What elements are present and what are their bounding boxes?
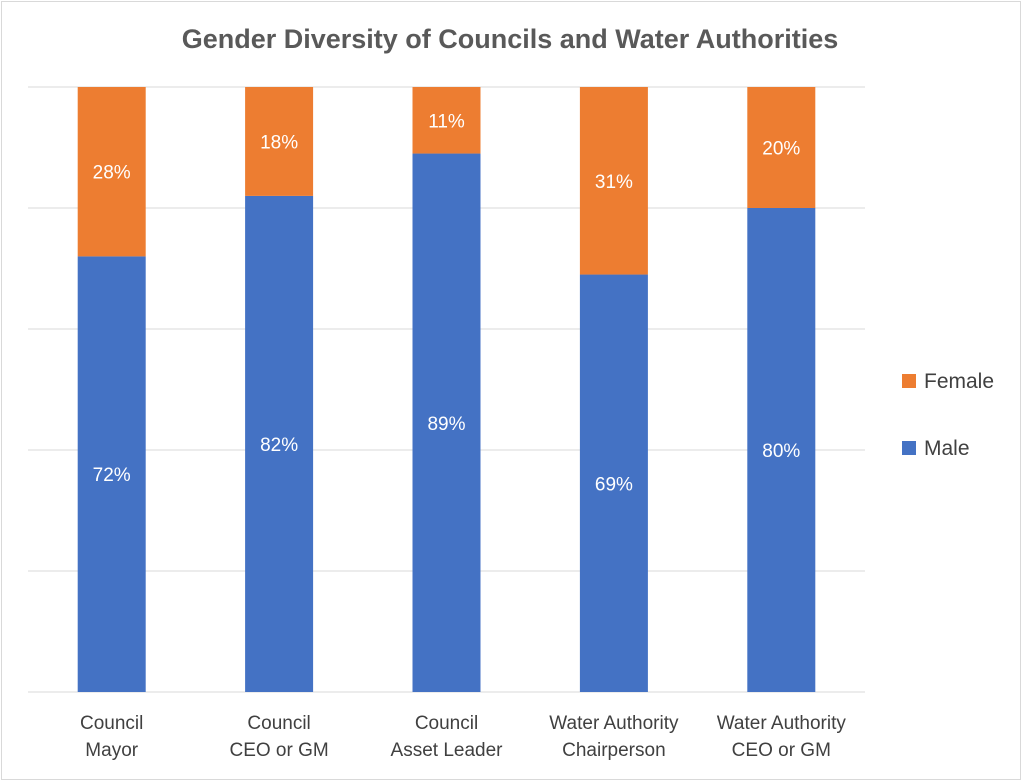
data-label-male: 80% xyxy=(762,441,800,462)
legend-swatch-male xyxy=(902,441,916,455)
bars xyxy=(77,87,816,693)
category-label: Water Authority xyxy=(717,713,847,734)
category-label: Asset Leader xyxy=(391,740,504,761)
category-label: Water Authority xyxy=(549,713,679,734)
bar-male xyxy=(579,274,648,692)
bar-male xyxy=(245,195,314,692)
data-label-female: 31% xyxy=(595,172,633,193)
bar-female xyxy=(77,87,146,257)
category-label: Council xyxy=(247,713,310,734)
category-label: CEO or GM xyxy=(732,740,831,761)
chart-title: Gender Diversity of Councils and Water A… xyxy=(182,24,839,54)
data-label-female: 11% xyxy=(428,111,465,132)
legend-label-female: Female xyxy=(924,370,994,393)
category-label: Mayor xyxy=(85,740,138,761)
data-label-male: 69% xyxy=(595,474,633,495)
legend-swatch-female xyxy=(902,374,916,388)
bar-male xyxy=(412,153,481,693)
bar-female xyxy=(245,87,314,196)
data-label-female: 20% xyxy=(762,139,800,160)
data-label-male: 72% xyxy=(93,465,131,486)
bar-female xyxy=(747,87,816,208)
bar-male xyxy=(747,208,816,692)
category-label: Council xyxy=(415,713,478,734)
category-label: CEO or GM xyxy=(229,740,328,761)
category-label: Chairperson xyxy=(562,740,666,761)
legend: Female Male xyxy=(902,370,994,460)
data-label-male: 89% xyxy=(427,414,465,435)
bar-female xyxy=(412,87,481,154)
data-label-male: 82% xyxy=(260,435,298,456)
data-label-female: 18% xyxy=(260,132,298,153)
data-labels: 72% 28% 82% 18% 89% 11% 69% 31% 80% 20% xyxy=(93,111,801,495)
category-labels: Council Mayor Council CEO or GM Council Asset… xyxy=(80,713,846,761)
bar-male xyxy=(77,256,146,692)
category-label: Council xyxy=(80,713,143,734)
bar-female xyxy=(579,87,648,275)
data-label-female: 28% xyxy=(93,163,131,184)
legend-label-male: Male xyxy=(924,437,970,460)
